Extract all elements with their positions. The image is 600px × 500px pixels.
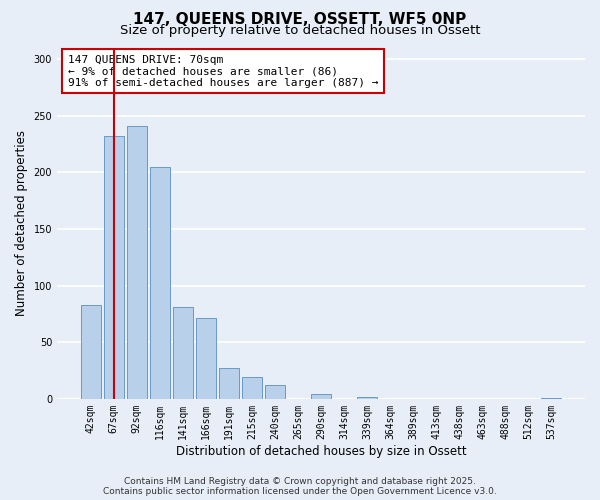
Bar [104, 136, 124, 399]
Text: Contains HM Land Registry data © Crown copyright and database right 2025.
Contai: Contains HM Land Registry data © Crown c… [103, 476, 497, 496]
Bar [311, 394, 331, 399]
Bar [242, 378, 262, 399]
Bar [357, 396, 377, 399]
X-axis label: Distribution of detached houses by size in Ossett: Distribution of detached houses by size … [176, 444, 466, 458]
Text: 147 QUEENS DRIVE: 70sqm
← 9% of detached houses are smaller (86)
91% of semi-det: 147 QUEENS DRIVE: 70sqm ← 9% of detached… [68, 54, 378, 88]
Text: 147, QUEENS DRIVE, OSSETT, WF5 0NP: 147, QUEENS DRIVE, OSSETT, WF5 0NP [133, 12, 467, 28]
Bar [219, 368, 239, 399]
Bar [173, 307, 193, 399]
Bar [81, 305, 101, 399]
Y-axis label: Number of detached properties: Number of detached properties [15, 130, 28, 316]
Bar [150, 166, 170, 399]
Bar [541, 398, 561, 399]
Bar [265, 385, 285, 399]
Bar [127, 126, 146, 399]
Text: Size of property relative to detached houses in Ossett: Size of property relative to detached ho… [120, 24, 480, 37]
Bar [196, 318, 216, 399]
